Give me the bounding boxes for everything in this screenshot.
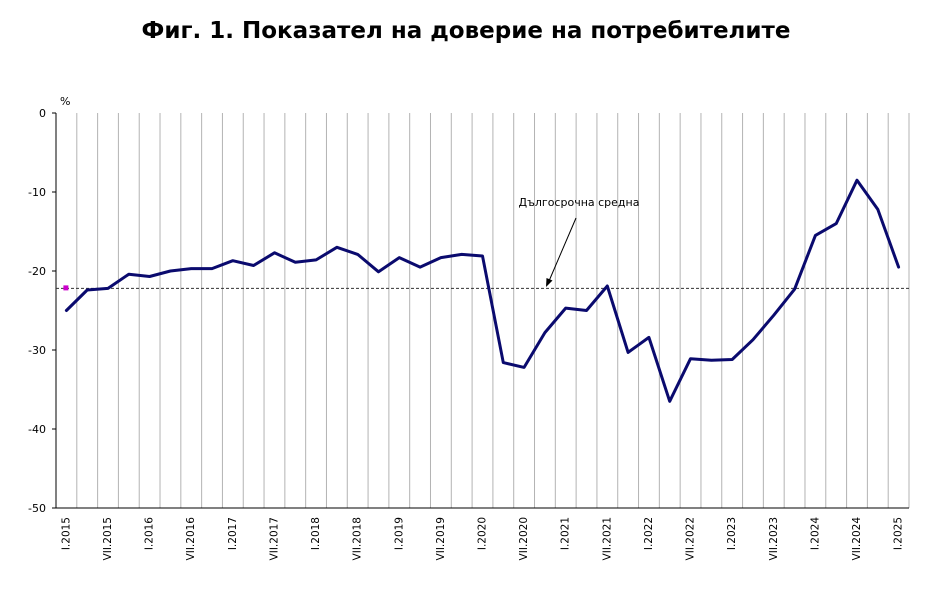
long-term-average	[56, 285, 909, 291]
y-tick-label: -50	[28, 502, 46, 515]
annotation-arrow-head	[546, 278, 553, 287]
x-tick-label: I.2023	[726, 517, 738, 550]
series-line-path	[64, 178, 901, 403]
x-tick-label: VII.2018	[352, 517, 364, 560]
x-tick-label: VII.2022	[685, 517, 697, 560]
x-tick-label: VII.2015	[102, 517, 114, 560]
x-tick-label: VII.2016	[185, 517, 197, 561]
series-line	[64, 178, 901, 403]
x-tick-label: I.2025	[893, 517, 905, 550]
y-tick-labels: 0 -10 -20 -30 -40 -50	[28, 107, 56, 515]
x-tick-labels: I.2015 VII.2015 I.2016 VII.2016 I.2017 VII.20…	[60, 517, 904, 561]
vertical-grid	[76, 113, 910, 508]
x-tick-label: I.2024	[809, 517, 821, 550]
x-tick-label: I.2018	[310, 517, 322, 550]
x-tick-label: VII.2021	[601, 517, 613, 560]
x-tick-label: I.2022	[643, 517, 655, 550]
average-marker	[63, 285, 69, 291]
y-axis-unit: %	[60, 95, 70, 108]
x-tick-label: VII.2019	[435, 517, 447, 560]
average-annotation-label: Дългосрочна средна	[519, 196, 640, 209]
x-tick-label: VII.2024	[851, 517, 863, 561]
x-tick-label: I.2021	[560, 517, 572, 550]
y-tick-label: -30	[28, 344, 46, 357]
y-tick-label: -10	[28, 186, 46, 199]
x-tick-label: I.2017	[227, 517, 239, 550]
annotation-arrow-line	[548, 217, 577, 282]
x-tick-label: I.2016	[144, 517, 156, 550]
x-tick-label: I.2015	[60, 517, 72, 550]
x-tick-label: I.2020	[477, 517, 489, 550]
x-tick-label: I.2019	[393, 517, 405, 550]
chart-title: Фиг. 1. Показател на доверие на потребит…	[141, 18, 791, 44]
x-tick-label: VII.2023	[768, 517, 780, 560]
axes	[55, 113, 909, 509]
y-tick-label: 0	[39, 107, 46, 120]
annotation: Дългосрочна средна	[519, 196, 640, 287]
y-tick-label: -40	[28, 423, 46, 436]
y-tick-label: -20	[28, 265, 46, 278]
x-tick-label: VII.2017	[268, 517, 280, 560]
x-tick-label: VII.2020	[518, 517, 530, 560]
